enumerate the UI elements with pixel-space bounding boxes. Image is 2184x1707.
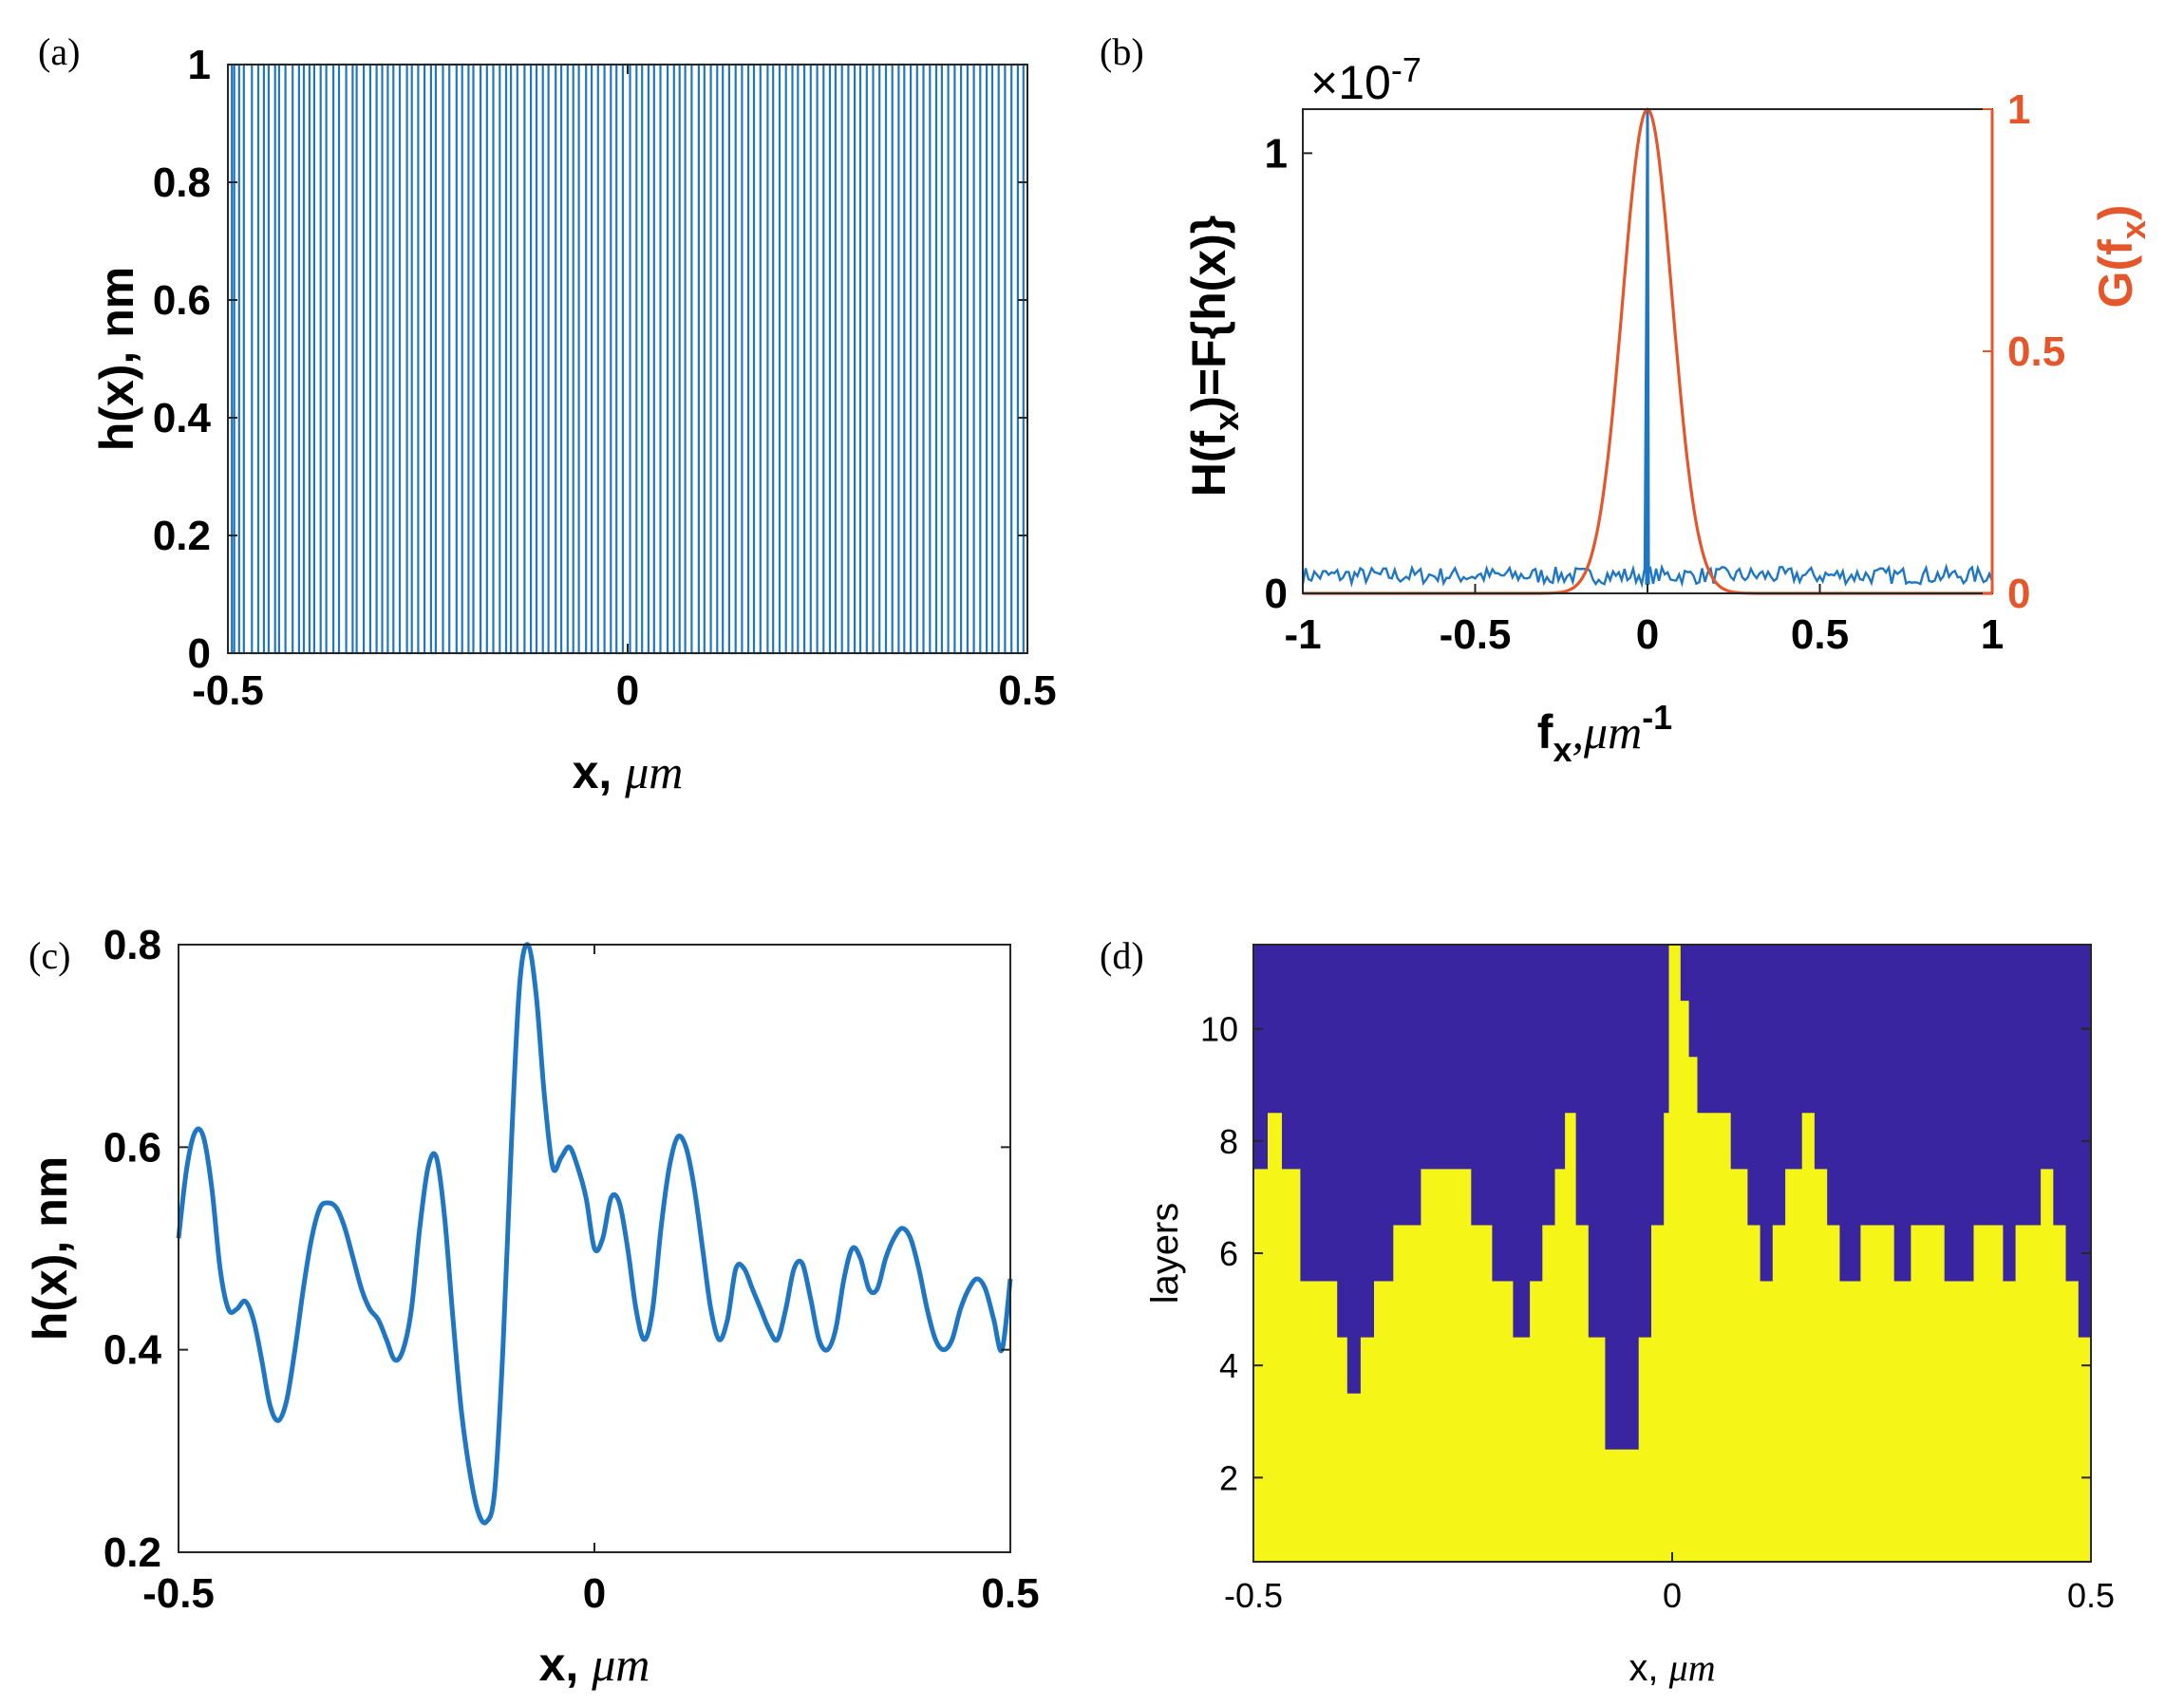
plot-c-xtick-label: 0 [583, 1570, 606, 1617]
plot-d-ytick-label: 8 [1219, 1122, 1238, 1161]
plot-c-xlabel-text: x, μm [539, 1638, 650, 1691]
plot-d-ytick-label: 4 [1219, 1346, 1238, 1385]
plot-a-xlabel-text: x, μm [573, 745, 684, 798]
plot-d-xlabel: x, μm [1629, 1646, 1715, 1689]
plot-b-ylabel-left: H(fx)=F{h(x)} [1182, 216, 1246, 497]
plot-b-marks [1301, 107, 1994, 595]
plot-b-exponent: ×10-7 [1310, 50, 1421, 109]
plot-b-ytick-right-label: 0 [2007, 571, 2030, 617]
panel-a: (a) -0.5 0 0.500.20.40.60.81 x, μm h(x), n… [38, 30, 1057, 798]
plot-d-filled-layers [1253, 945, 2091, 1562]
plot-b-ytick-right-label: 1 [2007, 86, 2030, 133]
plot-b-ytick-left-label: 1 [1265, 130, 1288, 177]
plot-c-xlabel: x, μm [539, 1638, 650, 1691]
plot-a-xtick-label: 0 [616, 667, 639, 714]
panel-c: (c) -0.5 0 0.5 0.2 0.4 0.6 0.8 x, μm h(x), nm [24, 922, 1040, 1691]
plot-b-xlabel-rest: ,μm [1572, 705, 1642, 759]
plot-a-ytick-label: 0.8 [153, 159, 211, 206]
plot-c-marks [176, 942, 1013, 1526]
plot-b-ylabel-left-a: H(f [1182, 430, 1235, 497]
plot-c-series-line [176, 942, 1013, 1526]
plot-b-xtick-label: 0 [1636, 611, 1659, 658]
plot-b-xlabel-sub: x [1553, 730, 1572, 769]
plot-d-ytick-label: 10 [1200, 1010, 1238, 1049]
plot-c-ytick-label: 0.6 [104, 1124, 161, 1171]
plot-a-marks [228, 63, 1027, 655]
panel-label-c: (c) [28, 934, 70, 977]
plot-a-xtick-label: -0.5 [192, 667, 264, 714]
plot-d-ticks: -0.5 0 0.5 2 4 6 8 10 [1200, 1010, 2115, 1615]
plot-b-xlabel: fx,μm-1 [1537, 698, 1672, 769]
plot-a-frame [227, 64, 1028, 654]
plot-a-ytick-label: 0.6 [153, 277, 211, 324]
panel-d: (d) -0.5 0 0.5 2 4 6 8 10 x, μm layers [1100, 934, 2115, 1689]
plot-c-ytick-label: 0.2 [104, 1529, 161, 1576]
plot-a-series-line [228, 63, 1027, 655]
plot-a-ytick-label: 1 [188, 42, 211, 88]
plot-d-xtick-label: 0 [1663, 1576, 1682, 1615]
plot-b-xtick-label: 1 [1981, 611, 2004, 658]
plot-d-xtick-label: -0.5 [1224, 1576, 1283, 1615]
plot-b-ylabel-right-a: G(f [2089, 239, 2142, 309]
plot-a-ytick-label: 0 [188, 630, 211, 677]
plot-c-ticks: -0.5 0 0.5 0.2 0.4 0.6 0.8 [104, 922, 1040, 1617]
plot-d-xlabel-text: x, μm [1629, 1646, 1715, 1689]
panel-label-b: (b) [1100, 30, 1144, 73]
plot-d-ytick-label: 6 [1219, 1234, 1238, 1273]
plot-c-xtick-label: -0.5 [142, 1570, 215, 1617]
plot-b-ylabel-right-sub: x [2114, 220, 2153, 239]
plot-a-xtick-label: 0.5 [998, 667, 1056, 714]
plot-b-xlabel-sup: -1 [1642, 698, 1672, 737]
plot-c-ytick-label: 0.4 [104, 1327, 162, 1374]
plot-b-ylabel-right: G(fx) [2089, 205, 2153, 309]
plot-d-ytick-label: 2 [1219, 1458, 1238, 1497]
plot-b-xlabel-f: f [1537, 705, 1553, 759]
plot-a-ytick-label: 0.4 [153, 395, 212, 441]
plot-b-ytick-left-label: 0 [1265, 571, 1288, 617]
plot-a-xlabel: x, μm [573, 745, 684, 798]
plot-b-spectrum-peak-right [1646, 108, 1650, 585]
plot-d-xtick-label: 0.5 [2067, 1576, 2115, 1615]
plot-c-xtick-label: 0.5 [981, 1570, 1039, 1617]
plot-a-ytick-label: 0.2 [153, 513, 211, 559]
plot-b-ylabel-left-rest: )=F{h(x)} [1182, 216, 1235, 412]
plot-a-ticks: -0.5 0 0.500.20.40.60.81 [153, 42, 1057, 714]
plot-b-ytick-right-label: 0.5 [2007, 328, 2065, 375]
plot-b-exponent-base: ×10 [1310, 56, 1391, 109]
plot-b-xtick-label: -0.5 [1440, 611, 1512, 658]
plot-d-marks [1253, 945, 2091, 1562]
plot-b-xtick-label: 0.5 [1791, 611, 1849, 658]
plot-c-ylabel: h(x), nm [24, 1156, 77, 1341]
plot-b-ylabel-left-sub: x [1207, 412, 1246, 431]
panel-label-d: (d) [1100, 934, 1144, 977]
plot-a-ylabel: h(x), nm [90, 267, 143, 451]
plot-b-xtick-label: -1 [1284, 611, 1321, 658]
plot-b-ylabel-right-rest: ) [2089, 205, 2142, 221]
plot-c-ytick-label: 0.8 [104, 922, 161, 968]
panel-label-a: (a) [38, 30, 80, 73]
plot-b-exponent-sup: -7 [1391, 50, 1421, 89]
plot-d-ylabel: layers [1144, 1203, 1186, 1304]
